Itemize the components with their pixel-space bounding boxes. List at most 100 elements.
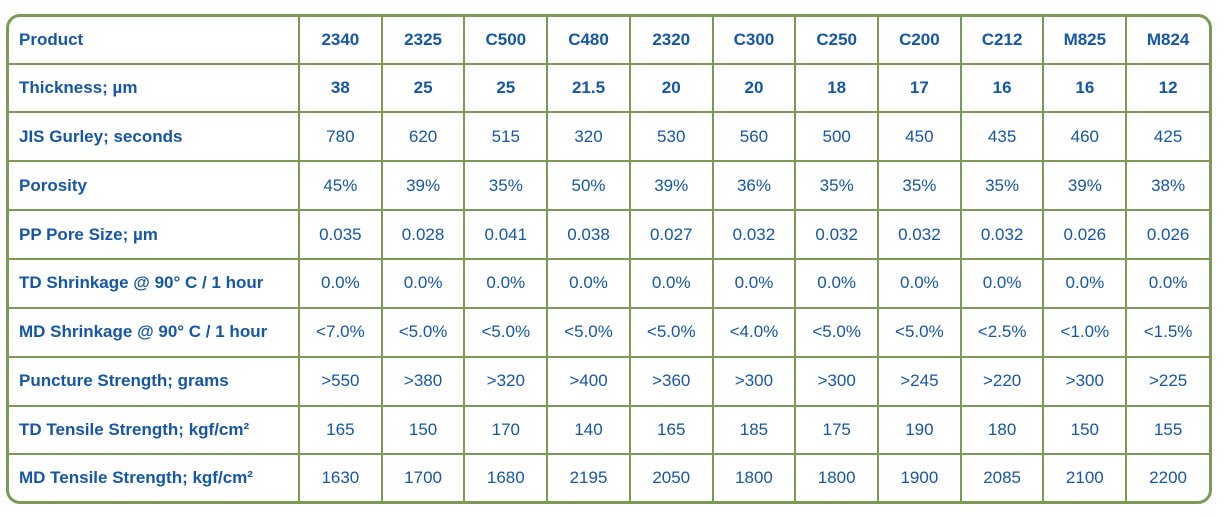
data-cell: 320	[547, 112, 631, 163]
data-cell: 0.035	[299, 210, 383, 260]
data-cell: 185	[712, 405, 797, 456]
data-cell: <5.0%	[381, 307, 466, 358]
data-cell: 165	[629, 405, 714, 456]
data-row: Porosity 45% 39% 35% 50% 39% 36% 35% 35% 35% 39% 38…	[9, 161, 1209, 212]
data-cell: 50%	[547, 161, 631, 212]
data-cell: <5.0%	[629, 307, 714, 358]
data-cell: 165	[299, 405, 383, 456]
data-cell: 25	[381, 63, 466, 114]
header-cell: 2325	[381, 17, 466, 65]
data-cell: 35%	[878, 161, 962, 212]
data-cell: 18	[795, 63, 880, 114]
data-row: PP Pore Size; µm 0.035 0.028 0.041 0.038 0.02…	[9, 210, 1209, 260]
data-cell: 530	[629, 112, 714, 163]
header-row: Product 2340 2325 C500 C480 2320 C300 C250 C200 C…	[9, 17, 1209, 65]
data-cell: 0.0%	[1043, 258, 1128, 309]
data-cell: 39%	[381, 161, 466, 212]
header-cell: C250	[795, 17, 880, 65]
data-cell: >220	[960, 356, 1045, 407]
data-cell: 0.0%	[1126, 258, 1209, 309]
data-cell: 45%	[299, 161, 383, 212]
data-cell: 2100	[1043, 454, 1128, 501]
data-cell: 150	[1043, 405, 1128, 456]
data-label: PP Pore Size; µm	[9, 210, 300, 260]
data-label: TD Tensile Strength; kgf/cm²	[9, 405, 300, 456]
data-cell: >300	[1043, 356, 1128, 407]
product-specs-table: Product 2340 2325 C500 C480 2320 C300 C250 C200 C…	[9, 17, 1209, 501]
data-label: TD Shrinkage @ 90° C / 1 hour	[9, 258, 300, 309]
data-cell: >300	[795, 356, 880, 407]
data-cell: >245	[878, 356, 962, 407]
data-cell: 0.0%	[299, 258, 383, 309]
data-cell: 2050	[629, 454, 714, 501]
data-cell: 16	[960, 63, 1045, 114]
data-cell: 0.0%	[960, 258, 1045, 309]
data-cell: 460	[1043, 112, 1128, 163]
data-label: Thickness; µm	[9, 63, 300, 114]
data-cell: 170	[464, 405, 549, 456]
data-cell: 450	[878, 112, 962, 163]
data-cell: 20	[712, 63, 797, 114]
data-cell: 560	[712, 112, 797, 163]
data-cell: 16	[1043, 63, 1128, 114]
data-cell: 38	[299, 63, 383, 114]
data-cell: 425	[1126, 112, 1209, 163]
data-cell: <5.0%	[464, 307, 549, 358]
data-label: JIS Gurley; seconds	[9, 112, 300, 163]
data-cell: <5.0%	[547, 307, 631, 358]
data-cell: <2.5%	[960, 307, 1045, 358]
header-cell: C480	[547, 17, 631, 65]
data-row: Thickness; µm 38 25 25 21.5 20 20 18 17 16 16 12	[9, 63, 1209, 114]
data-cell: 0.026	[1043, 210, 1128, 260]
data-cell: 2195	[547, 454, 631, 501]
data-cell: 2200	[1149, 468, 1187, 488]
data-cell: <4.0%	[712, 307, 797, 358]
data-row: MD Tensile Strength; kgf/cm² 1630 1700 1680…	[9, 454, 1209, 501]
data-cell: 0.032	[878, 210, 962, 260]
data-cell: 35%	[464, 161, 549, 212]
data-cell: 35%	[795, 161, 880, 212]
data-cell: >550	[299, 356, 383, 407]
header-cell: C500	[464, 17, 549, 65]
data-cell: 1800	[712, 454, 797, 501]
data-cell: <5.0%	[795, 307, 880, 358]
data-cell: 38%	[1126, 161, 1209, 212]
data-cell: 780	[299, 112, 383, 163]
data-label: MD Shrinkage @ 90° C / 1 hour	[9, 307, 300, 358]
data-cell: 1900	[878, 454, 962, 501]
data-cell: 0.0%	[629, 258, 714, 309]
data-cell: 0.0%	[464, 258, 549, 309]
data-cell: 190	[878, 405, 962, 456]
data-cell: 0.038	[547, 210, 631, 260]
data-cell: 0.032	[712, 210, 797, 260]
data-cell: 0.032	[795, 210, 880, 260]
data-cell: 1700	[381, 454, 466, 501]
header-cell: M824	[1126, 17, 1209, 65]
data-cell: 0.0%	[878, 258, 962, 309]
data-cell: 2085	[960, 454, 1045, 501]
data-row: TD Tensile Strength; kgf/cm² 165 150 170 140…	[9, 405, 1209, 456]
data-cell: >360	[629, 356, 714, 407]
header-label: Product	[9, 17, 300, 65]
header-cell: C200	[878, 17, 962, 65]
data-cell: 1680	[464, 454, 549, 501]
data-cell: 515	[464, 112, 549, 163]
data-cell: 21.5	[547, 63, 631, 114]
data-cell: 620	[381, 112, 466, 163]
data-row: Puncture Strength; grams >550 >380 >320 >400…	[9, 356, 1209, 407]
data-cell: 0.032	[960, 210, 1045, 260]
data-cell: 0.026	[1126, 210, 1209, 260]
data-cell: 35%	[960, 161, 1045, 212]
data-cell: 20	[629, 63, 714, 114]
data-row: MD Shrinkage @ 90° C / 1 hour <7.0% <5.0% <…	[9, 307, 1209, 358]
data-cell: 0.0%	[795, 258, 880, 309]
data-cell: 435	[960, 112, 1045, 163]
header-cell: C212	[960, 17, 1045, 65]
header-cell: M825	[1043, 17, 1128, 65]
data-cell: 12	[1126, 63, 1209, 114]
data-row: TD Shrinkage @ 90° C / 1 hour 0.0% 0.0% 0.0…	[9, 258, 1209, 309]
data-label: Porosity	[9, 161, 300, 212]
header-cell: 2320	[629, 17, 714, 65]
data-cell: 1800	[795, 454, 880, 501]
data-cell: >320	[464, 356, 549, 407]
